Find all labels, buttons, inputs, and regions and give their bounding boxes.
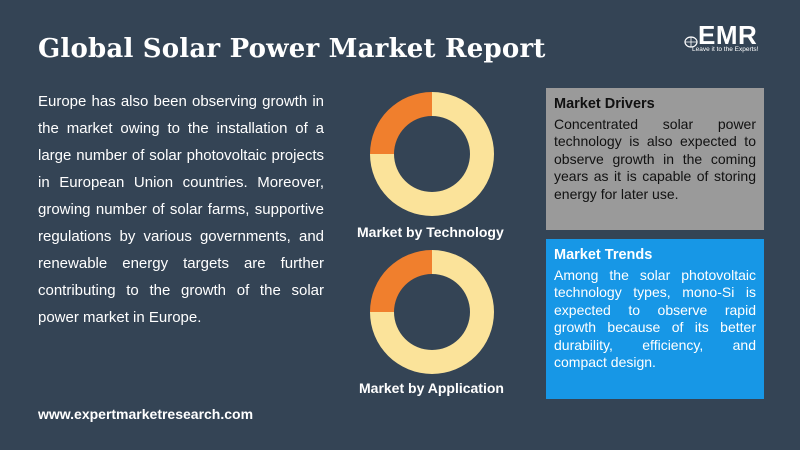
application-chart-label: Market by Application bbox=[359, 380, 504, 396]
page-title: Global Solar Power Market Report bbox=[38, 34, 546, 64]
technology-chart-label: Market by Technology bbox=[357, 224, 504, 240]
market-trends-text: Among the solar photovoltaic technology … bbox=[554, 266, 756, 371]
logo-tagline: Leave it to the Experts! bbox=[692, 46, 759, 53]
website-url[interactable]: www.expertmarketresearch.com bbox=[38, 406, 254, 422]
market-drivers-card: Market Drivers Concentrated solar power … bbox=[546, 88, 764, 230]
intro-paragraph: Europe has also been observing growth in… bbox=[38, 93, 324, 326]
market-trends-card: Market Trends Among the solar photovolta… bbox=[546, 239, 764, 399]
globe-icon bbox=[684, 36, 698, 48]
market-drivers-text: Concentrated solar power technology is a… bbox=[554, 115, 756, 202]
donut-slice-0 bbox=[370, 92, 494, 216]
market-drivers-heading: Market Drivers bbox=[554, 96, 655, 112]
donut-slice-1 bbox=[370, 250, 432, 312]
application-donut-chart bbox=[370, 250, 494, 374]
technology-donut-chart bbox=[370, 92, 494, 216]
market-trends-heading: Market Trends bbox=[554, 247, 653, 263]
donut-slice-0 bbox=[370, 250, 494, 374]
logo-brand: EMR bbox=[698, 20, 758, 50]
donut-slice-1 bbox=[370, 92, 432, 154]
emr-logo: EMR Leave it to the Experts! bbox=[684, 20, 768, 60]
